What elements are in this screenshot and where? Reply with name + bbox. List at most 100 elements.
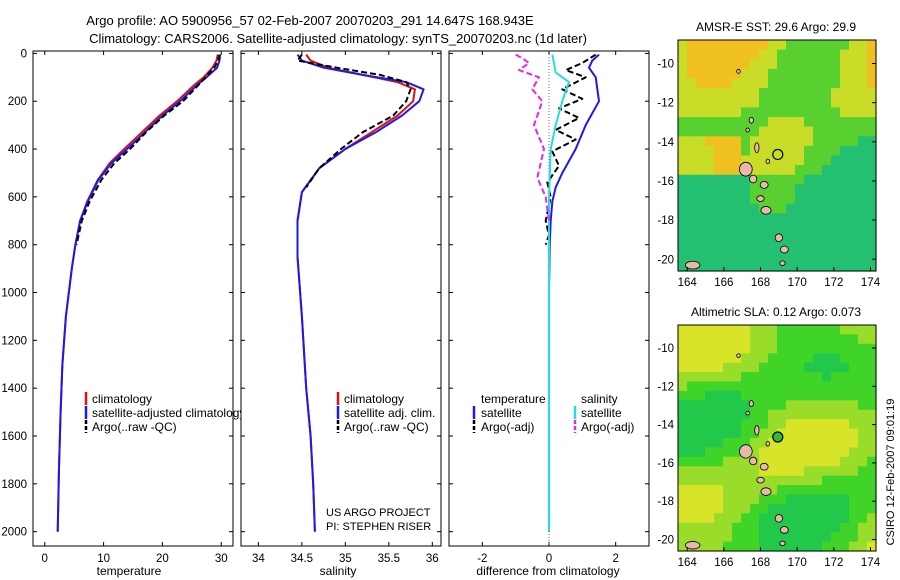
sla-heatmap-cell [813,390,823,401]
sla-heatmap-cell [831,343,841,354]
sst-heatmap-cell [795,49,805,60]
sla-heatmap-cell [741,438,751,448]
sst-heatmap-cell [813,232,823,243]
sla-heatmap-cell [687,353,697,364]
project-line-1: US ARGO PROJECT [326,507,431,519]
sla-heatmap-cell [750,475,760,486]
sst-heatmap-cell [696,97,706,108]
sla-heatmap-cell [858,532,868,543]
temperature-xlabel: temperature [97,564,162,578]
sst-heatmap-cell [822,184,832,195]
sst-heatmap-cell [849,155,859,166]
sla-heatmap-cell [687,494,697,505]
sla-heatmap-cell [777,494,787,505]
sla-heatmap-cell [813,381,823,392]
sst-heatmap-cell [777,261,787,272]
sla-heatmap-cell [867,513,877,524]
sla-heatmap-cell [714,390,724,401]
sla-heatmap-cell [840,475,850,486]
sst-heatmap-cell [822,155,832,166]
sst-heatmap-cell [678,194,688,205]
sla-heatmap-cell [786,494,796,505]
sst-heatmap-cell [840,49,850,60]
sla-heatmap-cell [831,475,841,486]
sst-heatmap-cell [813,40,823,51]
sst-lon-tick-label: 166 [714,277,733,289]
sla-heatmap-cell [795,343,805,354]
sla-heatmap-cell [822,381,832,392]
sst-heatmap-cell [750,117,760,128]
sst-heatmap-cell [795,117,805,128]
sla-heatmap-cell [858,390,868,401]
sst-heatmap-cell [867,68,877,80]
sst-heatmap-cell [687,174,697,185]
sla-heatmap-cell [840,381,850,392]
sla-heatmap-cell [768,390,778,401]
sst-heatmap-cell [705,213,715,224]
sla-heatmap-cell [705,456,715,467]
sla-heatmap-cell [750,343,760,354]
sst-heatmap-cell [696,126,706,137]
sla-heatmap-cell [768,325,778,335]
sla-heatmap-cell [750,419,760,430]
sst-heatmap-cell [732,136,742,147]
sst-heatmap-cell [813,184,823,195]
sla-heatmap-cell [687,400,697,411]
sst-heatmap-cell [714,107,724,118]
sla-heatmap-cell [741,503,751,514]
sst-heatmap-cell [705,59,715,70]
sla-heatmap-cell [750,334,760,345]
sla-heatmap-cell [741,372,751,383]
sla-heatmap-cell [750,485,760,496]
sla-heatmap-cell [849,522,859,533]
sla-heatmap-cell [813,513,823,524]
sla-heatmap-cell [867,532,877,543]
sla-heatmap-cell [678,334,688,345]
sst-heatmap-cell [696,155,706,166]
sst-heatmap-cell [741,232,751,243]
sst-heatmap-cell [678,155,688,166]
sst-heatmap-cell [723,78,733,89]
sst-heatmap-cell [732,126,742,137]
sla-heatmap-cell [759,428,769,439]
sst-heatmap-cell [741,242,751,253]
sst-heatmap-cell [777,136,787,147]
sla-heatmap-cell [705,438,715,448]
sla-heatmap-cell [750,372,760,383]
sla-heatmap-cell [741,541,751,552]
sla-heatmap-cell [849,334,859,345]
sst-heatmap-cell [750,68,760,80]
sla-heatmap-cell [804,522,814,533]
sst-heatmap-cell [858,136,868,147]
temp-xtick-label: 20 [156,553,169,565]
diff-xtick-label: -2 [477,553,487,565]
sst-island [736,68,741,74]
sst-heatmap-cell [777,251,787,262]
sst-heatmap-cell [759,49,769,60]
sla-heatmap-cell [777,456,787,467]
sla-heatmap-cell [831,494,841,505]
sst-heatmap-cell [768,222,778,234]
sla-heatmap-cell [705,466,715,477]
sla-heatmap-cell [714,541,724,552]
sla-heatmap-cell [759,494,769,505]
sst-heatmap-cell [822,40,832,51]
sla-heatmap-cell [723,494,733,505]
sst-heatmap-cell [678,222,688,234]
sla-heatmap-cell [840,353,850,364]
sla-heatmap-cell [723,390,733,401]
sst-heatmap-cell [687,88,697,99]
sst-heatmap-cell [858,184,868,195]
sla-heatmap-cell [696,409,706,420]
sla-heatmap-cell [732,475,742,486]
sla-heatmap-cell [867,475,877,486]
sla-heatmap-cell [768,494,778,505]
sst-heatmap-cell [723,165,733,176]
sst-heatmap-cell [813,49,823,60]
sst-heatmap-cell [687,165,697,176]
sst-heatmap-cell [768,126,778,137]
sla-heatmap-cell [741,334,751,345]
sla-heatmap-cell [795,532,805,543]
sla-heatmap-cell [705,343,715,354]
sla-heatmap-cell [759,400,769,411]
